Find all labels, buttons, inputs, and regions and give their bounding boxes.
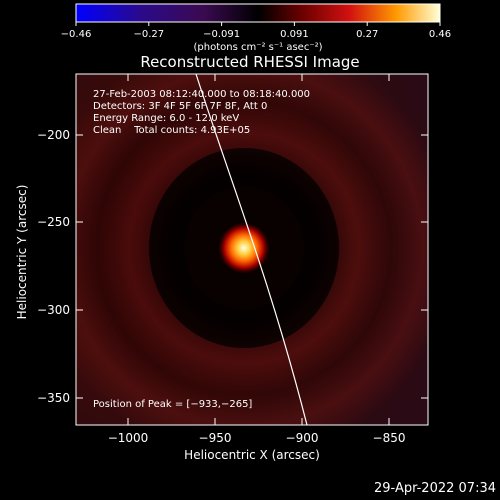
- footer-timestamp: 29-Apr-2022 07:34: [374, 481, 496, 496]
- colorbar-tick: −0.091: [203, 29, 240, 40]
- image-title: Reconstructed RHESSI Image: [140, 53, 360, 71]
- colorbar: −0.46 −0.27 −0.091 0.091 0.27 0.46 (phot…: [61, 3, 451, 53]
- info-energy-range: Energy Range: 6.0 - 12.0 keV: [93, 113, 239, 124]
- y-tick: −350: [37, 391, 70, 405]
- info-detectors: Detectors: 3F 4F 5F 6F 7F 8F, Att 0: [93, 101, 267, 112]
- y-tick: −200: [37, 128, 70, 142]
- solar-limb-line: [195, 74, 308, 425]
- x-axis-label: Heliocentric X (arcsec): [184, 448, 320, 462]
- flare-source: [218, 222, 270, 274]
- x-tick: −950: [199, 431, 232, 445]
- y-tick: −250: [37, 215, 70, 229]
- peak-position: Position of Peak = [−933,−265]: [93, 399, 252, 410]
- colorbar-tick: −0.27: [133, 29, 164, 40]
- x-tick: −1000: [108, 431, 149, 445]
- info-clean-counts: Clean Total counts: 4.93E+05: [93, 125, 250, 136]
- x-tick: −900: [286, 431, 319, 445]
- info-time-range: 27-Feb-2003 08:12:40.000 to 08:18:40.000: [93, 89, 310, 100]
- colorbar-gradient: [75, 3, 441, 23]
- y-tick: −300: [37, 303, 70, 317]
- y-axis-label: Heliocentric Y (arcsec): [15, 185, 29, 320]
- colorbar-tick: 0.46: [429, 29, 451, 40]
- colorbar-tick: −0.46: [61, 29, 92, 40]
- plot-frame: [75, 73, 429, 426]
- x-tick: −850: [373, 431, 406, 445]
- colorbar-tick: 0.091: [280, 29, 309, 40]
- colorbar-unit: (photons cm⁻² s⁻¹ asec⁻²): [193, 42, 322, 53]
- colorbar-tick: 0.27: [356, 29, 378, 40]
